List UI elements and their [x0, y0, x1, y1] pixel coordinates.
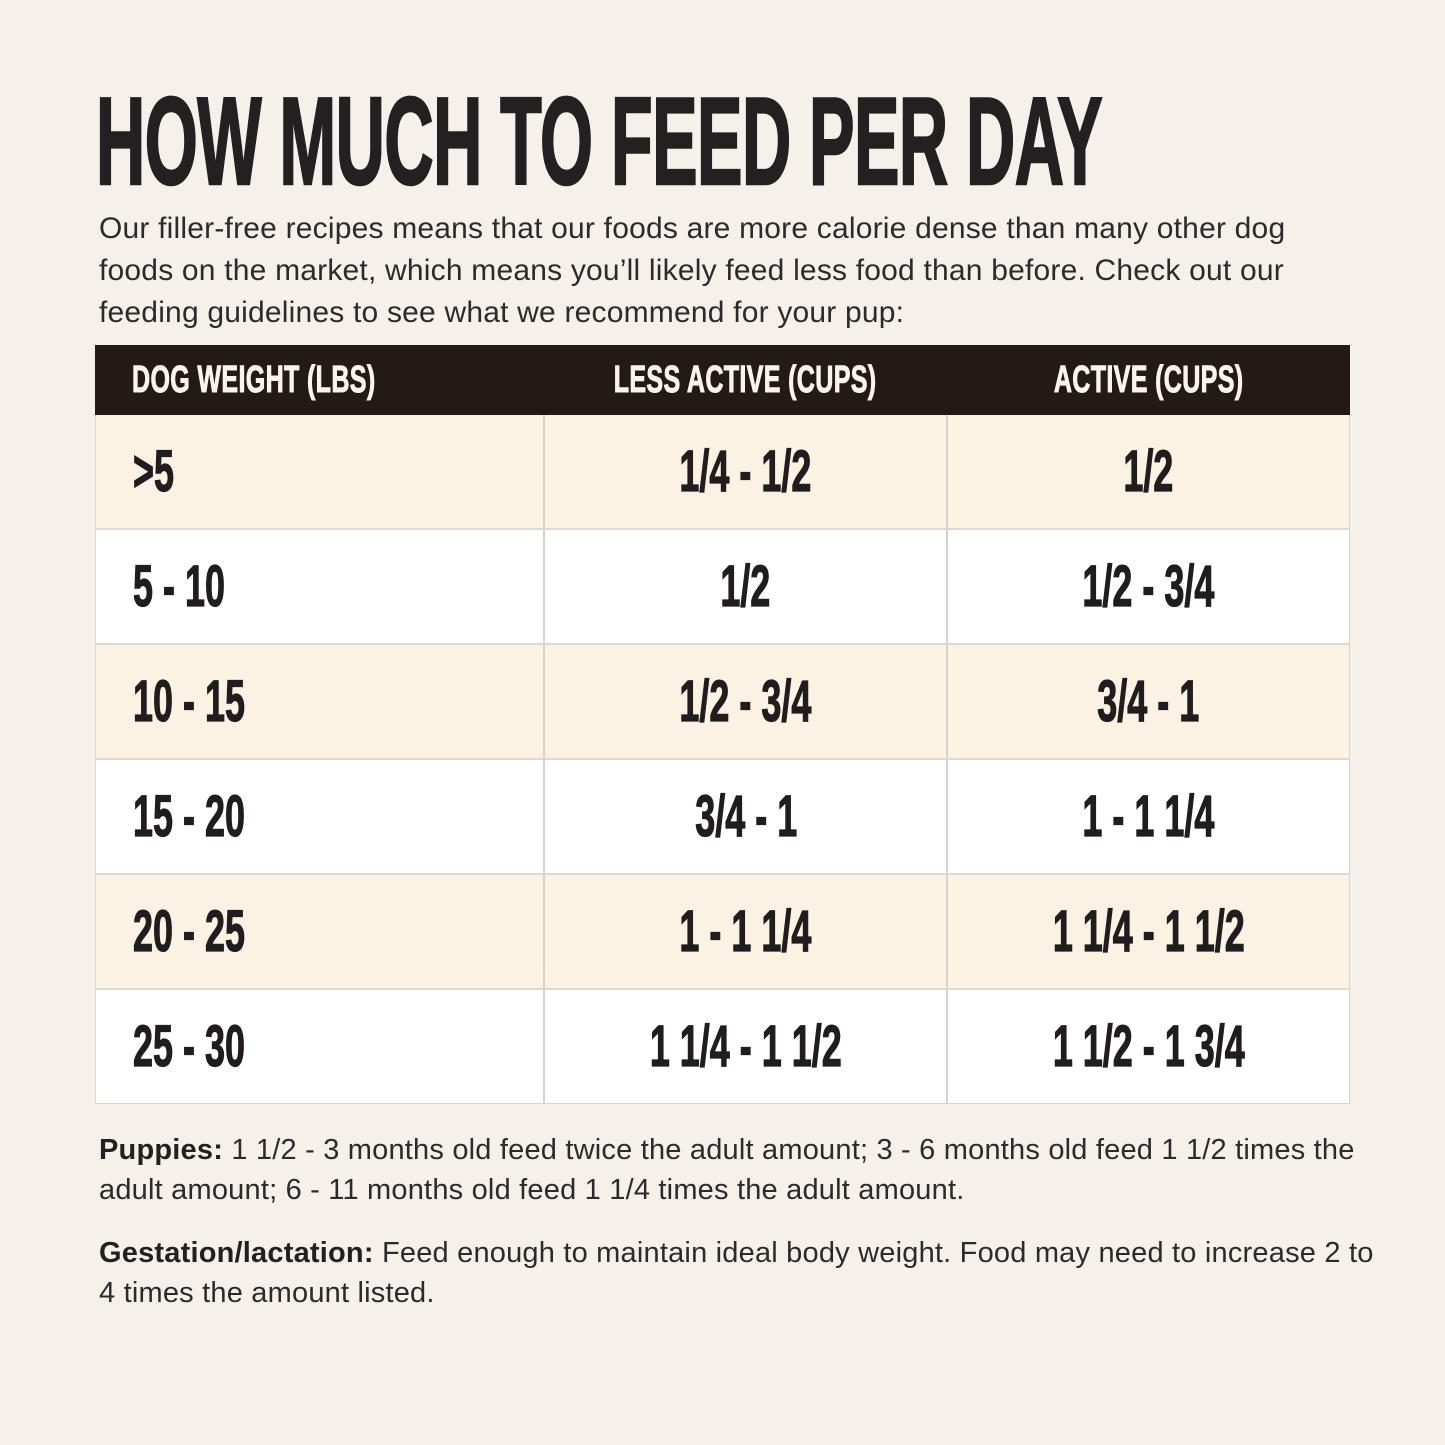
gestation-note-text: Feed enough to maintain ideal body weigh… [99, 1237, 1374, 1309]
cell-weight-value: 25 - 30 [133, 1013, 246, 1079]
cell-active: 1 1/2 - 1 3/4 [946, 990, 1349, 1103]
cell-weight-value: 10 - 15 [133, 668, 246, 734]
cell-weight: 5 - 10 [96, 530, 543, 643]
puppies-note: Puppies: 1 1/2 - 3 months old feed twice… [99, 1130, 1379, 1210]
cell-active-value: 1 - 1 1/4 [1082, 783, 1215, 849]
header-less-active: LESS ACTIVE (CUPS) [543, 345, 946, 415]
table-row: 10 - 15 1/2 - 3/4 3/4 - 1 [96, 643, 1349, 758]
cell-active: 3/4 - 1 [946, 645, 1349, 758]
table-row: 15 - 20 3/4 - 1 1 - 1 1/4 [96, 758, 1349, 873]
cell-active-value: 1 1/4 - 1 1/2 [1052, 898, 1245, 964]
table-body: >5 1/4 - 1/2 1/2 5 - 10 1/2 1/2 - 3/4 10… [95, 415, 1350, 1104]
cell-less-active: 1/2 [543, 530, 946, 643]
cell-less-active: 1 - 1 1/4 [543, 875, 946, 988]
cell-active-value: 1/2 - 3/4 [1082, 553, 1215, 619]
cell-weight-value: 20 - 25 [133, 898, 246, 964]
cell-weight-value: 5 - 10 [133, 553, 226, 619]
header-active: ACTIVE (CUPS) [947, 345, 1350, 415]
cell-less-active-value: 1/4 - 1/2 [679, 438, 812, 504]
header-less-active-label: LESS ACTIVE (CUPS) [613, 358, 877, 401]
table-header-row: DOG WEIGHT (LBS) LESS ACTIVE (CUPS) ACTI… [95, 345, 1350, 415]
cell-less-active: 1/4 - 1/2 [543, 415, 946, 528]
cell-weight-value: 15 - 20 [133, 783, 246, 849]
cell-active-value: 3/4 - 1 [1097, 668, 1200, 734]
puppies-note-text: 1 1/2 - 3 months old feed twice the adul… [99, 1134, 1355, 1206]
header-dog-weight-label: DOG WEIGHT (LBS) [132, 358, 376, 401]
cell-less-active: 1/2 - 3/4 [543, 645, 946, 758]
header-active-label: ACTIVE (CUPS) [1053, 358, 1244, 401]
table-row: 25 - 30 1 1/4 - 1 1/2 1 1/2 - 1 3/4 [96, 988, 1349, 1103]
cell-active: 1 - 1 1/4 [946, 760, 1349, 873]
table-row: 5 - 10 1/2 1/2 - 3/4 [96, 528, 1349, 643]
cell-active-value: 1 1/2 - 1 3/4 [1052, 1013, 1245, 1079]
cell-weight: 25 - 30 [96, 990, 543, 1103]
cell-less-active: 3/4 - 1 [543, 760, 946, 873]
cell-active: 1/2 - 3/4 [946, 530, 1349, 643]
cell-weight: 15 - 20 [96, 760, 543, 873]
header-dog-weight: DOG WEIGHT (LBS) [95, 345, 543, 415]
gestation-note: Gestation/lactation: Feed enough to main… [99, 1233, 1379, 1313]
cell-less-active-value: 3/4 - 1 [694, 783, 797, 849]
cell-less-active-value: 1/2 - 3/4 [679, 668, 812, 734]
cell-active-value: 1/2 [1123, 438, 1174, 504]
intro-paragraph: Our filler-free recipes means that our f… [99, 212, 1286, 329]
page-title-text: HOW MUCH TO FEED PER DAY [95, 73, 1103, 211]
cell-less-active-value: 1 - 1 1/4 [679, 898, 812, 964]
cell-active: 1/2 [946, 415, 1349, 528]
cell-active: 1 1/4 - 1 1/2 [946, 875, 1349, 988]
cell-less-active-value: 1/2 [720, 553, 771, 619]
cell-weight-value: >5 [133, 438, 175, 504]
puppies-note-label: Puppies: [99, 1134, 224, 1166]
cell-weight: 20 - 25 [96, 875, 543, 988]
cell-weight: 10 - 15 [96, 645, 543, 758]
cell-less-active: 1 1/4 - 1 1/2 [543, 990, 946, 1103]
page-title: HOW MUCH TO FEED PER DAY [95, 73, 1445, 211]
table-row: >5 1/4 - 1/2 1/2 [96, 415, 1349, 528]
feeding-table: DOG WEIGHT (LBS) LESS ACTIVE (CUPS) ACTI… [95, 345, 1350, 1104]
table-row: 20 - 25 1 - 1 1/4 1 1/4 - 1 1/2 [96, 873, 1349, 988]
cell-weight: >5 [96, 415, 543, 528]
gestation-note-label: Gestation/lactation: [99, 1237, 374, 1269]
cell-less-active-value: 1 1/4 - 1 1/2 [649, 1013, 842, 1079]
